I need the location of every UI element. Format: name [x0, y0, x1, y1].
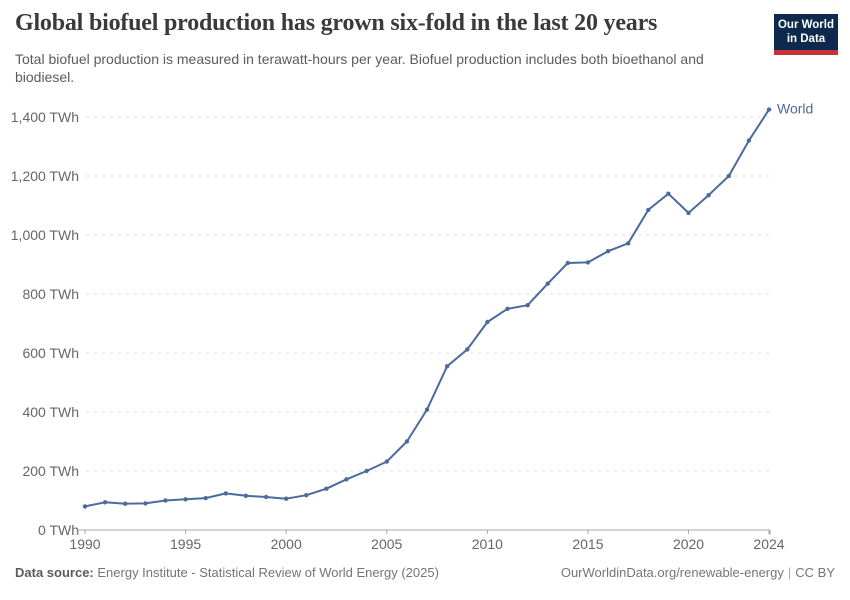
data-point-marker [324, 486, 329, 491]
data-point-marker [766, 107, 772, 112]
license-label: CC BY [795, 565, 835, 580]
x-axis-tick-label: 2010 [472, 536, 503, 552]
y-axis-tick-label: 800 TWh [22, 286, 79, 302]
data-point-marker [203, 495, 208, 501]
owid-logo-text-line2: in Data [786, 33, 826, 46]
data-point-marker [304, 493, 309, 498]
line-chart-svg: 0 TWh 200 TWh 400 TWh 600 TWh 800 TWh 1,000 T… [11, 101, 814, 552]
series-line-world [84, 108, 770, 508]
data-point-marker [143, 501, 148, 506]
data-point-marker [545, 281, 550, 286]
owid-url-link[interactable]: OurWorldinData.org/renewable-energy [560, 565, 784, 580]
data-point-marker [646, 207, 651, 213]
x-axis-tick-label: 1990 [69, 536, 100, 552]
x-axis-tick-label: 2020 [673, 536, 704, 552]
data-point-marker [605, 249, 611, 254]
data-point-marker [102, 500, 108, 505]
chart-title: Global biofuel production has grown six-… [15, 10, 658, 36]
x-axis-tick-label: 2000 [271, 536, 302, 552]
data-point-marker [163, 498, 168, 503]
data-point-marker [505, 306, 510, 311]
footer-separator: | [787, 565, 792, 580]
chart-footer: Data source: Energy Institute - Statisti… [15, 565, 835, 580]
x-axis-tick-label: 1995 [170, 536, 201, 552]
data-point-marker [746, 138, 752, 143]
data-point-marker [344, 477, 349, 482]
footer-attribution: OurWorldinData.org/renewable-energy | CC B… [561, 565, 835, 580]
data-point-marker [485, 319, 490, 325]
x-axis-tick-label: 2024 [753, 536, 784, 552]
series-end-label: World [777, 101, 813, 117]
data-point-marker [243, 493, 249, 498]
data-point-marker [565, 260, 570, 266]
data-point-marker [666, 191, 671, 196]
data-point-marker [525, 303, 530, 308]
data-point-marker [284, 496, 289, 501]
data-point-marker [706, 193, 711, 198]
data-point-marker [444, 364, 450, 369]
x-axis-tick-label: 2005 [371, 536, 402, 552]
data-point-marker [223, 491, 228, 496]
y-axis-tick-label: 400 TWh [22, 404, 79, 420]
owid-logo-text-line1: Our World [777, 19, 834, 31]
x-axis-tick-label: 2015 [572, 536, 603, 552]
y-axis-tick-label: 1,400 TWh [11, 109, 79, 125]
y-axis-tick-label: 200 TWh [22, 463, 79, 479]
data-point-marker [585, 260, 591, 265]
data-point-marker [364, 468, 369, 474]
y-axis-tick-label: 600 TWh [22, 345, 79, 361]
data-source-label: Data source: [15, 565, 94, 580]
data-point-marker [404, 439, 410, 444]
data-point-marker [384, 459, 389, 464]
y-axis-tick-label: 1,000 TWh [11, 227, 79, 243]
data-point-marker [424, 407, 430, 412]
y-axis-tick-label: 1,200 TWh [11, 168, 79, 184]
data-source-value: Energy Institute - Statistical Review of… [97, 565, 439, 580]
y-axis-tick-label: 0 TWh [38, 522, 79, 538]
data-source: Data source: Energy Institute - Statisti… [15, 565, 439, 580]
data-point-marker [726, 173, 731, 179]
data-point-marker [183, 497, 188, 502]
chart-subtitle: Total biofuel production is measured in … [15, 51, 704, 85]
data-point-marker [82, 504, 88, 509]
owid-logo[interactable]: Our World in Data [774, 14, 838, 55]
data-point-marker [465, 347, 470, 352]
data-point-marker [123, 501, 128, 506]
data-point-marker [686, 210, 691, 216]
data-point-marker [626, 241, 631, 246]
data-point-marker [263, 494, 269, 500]
